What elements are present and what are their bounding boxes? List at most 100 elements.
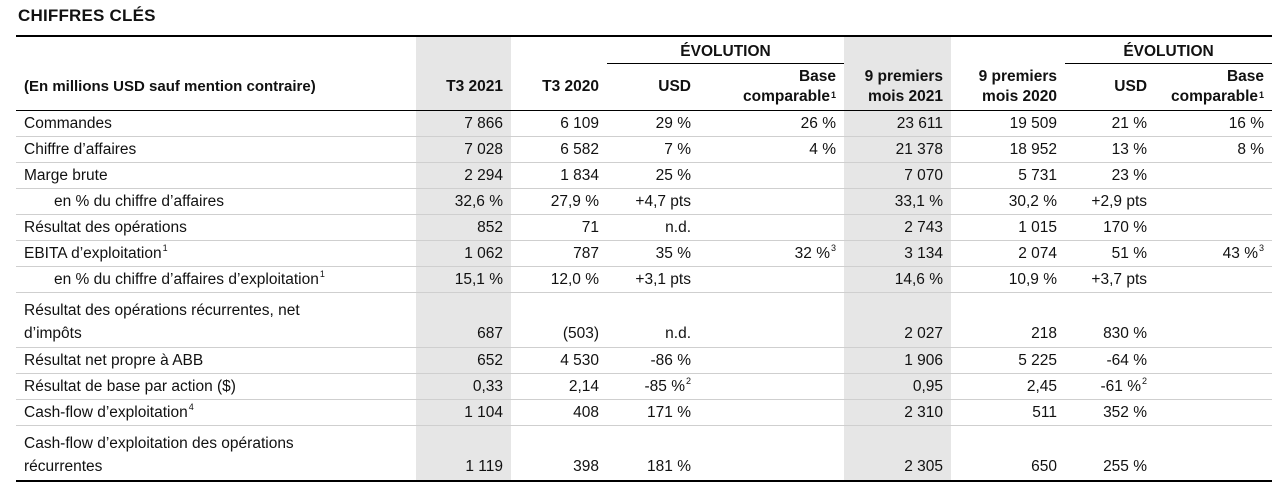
cell-comp: 26 %: [699, 110, 845, 137]
table-row: en % du chiffre d’affaires d’exploitatio…: [16, 266, 1273, 293]
table-row: Résultat des opérations 852 71 n.d. 2 743 1 0…: [16, 214, 1273, 241]
cell-comp2: [1155, 266, 1273, 293]
col-usd-q3: USD: [607, 63, 699, 111]
cell-usd2: 13 %: [1065, 136, 1156, 163]
cell-m9-2020: 218: [951, 292, 1066, 348]
cell-usd2: 51 %: [1065, 240, 1156, 267]
table-row: Cash-flow d’exploitation4 1 104 408 171 % 2 …: [16, 399, 1273, 426]
cell-comp: 32 %3: [699, 240, 845, 267]
row-label: Cash-flow d’exploitation4: [16, 399, 416, 426]
cell-m9-2021: 1 906: [844, 347, 952, 374]
cell-m9-2021: 2 743: [844, 214, 952, 241]
col-9m-2021: 9 premiers mois 2021: [844, 63, 952, 111]
cell-usd: -86 %: [607, 347, 699, 374]
cell-usd2: 23 %: [1065, 162, 1156, 189]
row-label: Cash-flow d’exploitation des opérations r…: [24, 435, 294, 475]
cell-comp: [699, 426, 844, 482]
row-label: Résultat de base par action ($): [16, 373, 416, 400]
cell-q3-2020: 4 530: [511, 347, 607, 374]
cell-m9-2021: 2 027: [844, 292, 952, 348]
table-row: Chiffre d’affaires 7 028 6 582 7 % 4 % 21 378…: [16, 136, 1273, 163]
table-row: Résultat net propre à ABB 652 4 530 -86 % 1 …: [16, 347, 1273, 374]
cell-usd2: 830 %: [1065, 292, 1156, 348]
page-title: CHIFFRES CLÉS: [18, 6, 156, 25]
cell-m9-2020: 511: [951, 399, 1066, 426]
unit-note: (En millions USD sauf mention contraire): [16, 63, 416, 111]
cell-m9-2021: 21 378: [844, 136, 952, 163]
cell-comp2: [1155, 373, 1273, 400]
cell-comp2: [1155, 162, 1273, 189]
col-9m-2020: 9 premiers mois 2020: [951, 63, 1066, 111]
cell-usd2: +2,9 pts: [1065, 188, 1156, 215]
row-label: en % du chiffre d’affaires d’exploitatio…: [16, 266, 416, 293]
cell-comp2: 16 %: [1155, 110, 1273, 137]
cell-m9-2020: 650: [1031, 458, 1058, 475]
row-label: EBITA d’exploitation1: [16, 240, 416, 267]
cell-q3-2020: 27,9 %: [511, 188, 607, 215]
cell-usd2: 21 %: [1065, 110, 1156, 137]
cell-m9-2020: 10,9 %: [951, 266, 1066, 293]
evolution-q3-header: ÉVOLUTION: [607, 36, 845, 64]
cell-q3-2020: 6 582: [511, 136, 607, 163]
cell-m9-2021: 3 134: [844, 240, 952, 267]
evolution-9m-header: ÉVOLUTION: [1065, 36, 1273, 64]
cell-usd2: -61 %2: [1065, 373, 1156, 400]
cell-q3-2020: (503): [511, 292, 607, 348]
cell-comp: [699, 162, 845, 189]
cell-usd: 25 %: [607, 162, 699, 189]
cell-m9-2021: 23 611: [844, 110, 952, 137]
table-row: EBITA d’exploitation1 1 062 787 35 % 32 %3 3 …: [16, 240, 1273, 267]
cell-q3-2020: 71: [511, 214, 607, 241]
cell-comp2: [1155, 292, 1273, 348]
cell-q3-2021: 15,1 %: [416, 266, 511, 293]
cell-usd: -85 %2: [607, 373, 699, 400]
cell-q3-2021: 2 294: [416, 162, 511, 189]
col-usd-9m: USD: [1065, 63, 1156, 111]
cell-usd2: -64 %: [1065, 347, 1156, 374]
cell-comp: [699, 292, 845, 348]
cell-m9-2020: 5 225: [951, 347, 1066, 374]
cell-q3-2021: 0,33: [416, 373, 511, 400]
cell-comp: [699, 214, 845, 241]
cell-q3-2020: 2,14: [511, 373, 607, 400]
cell-q3-2021: 1 119: [416, 425, 511, 481]
row-label: Chiffre d’affaires: [16, 136, 416, 163]
cell-comp: [699, 347, 845, 374]
cell-usd2: +3,7 pts: [1065, 266, 1156, 293]
cell-comp2: [1155, 399, 1273, 426]
cell-usd: 35 %: [607, 240, 699, 267]
cell-q3-2021: 852: [416, 214, 511, 241]
cell-m9-2021: 7 070: [844, 162, 952, 189]
cell-comp: [699, 399, 845, 426]
cell-comp: [699, 373, 845, 400]
cell-m9-2020: 2 074: [951, 240, 1066, 267]
cell-usd: n.d.: [607, 292, 699, 348]
cell-comp2: [1155, 188, 1273, 215]
table-row: Marge brute 2 294 1 834 25 % 7 070 5 731 23 %: [16, 162, 1273, 189]
cell-q3-2021: 652: [416, 347, 511, 374]
cell-m9-2020: 1 015: [951, 214, 1066, 241]
cell-q3-2020: 787: [511, 240, 607, 267]
cell-q3-2021: 1 062: [416, 240, 511, 267]
col-q3-2020: T3 2020: [511, 63, 607, 111]
cell-m9-2020: 5 731: [951, 162, 1066, 189]
cell-usd2: 255 %: [1103, 458, 1148, 475]
cell-usd: +4,7 pts: [607, 188, 699, 215]
cell-usd: 181 %: [647, 458, 691, 475]
cell-comp2: [1155, 426, 1272, 482]
cell-q3-2020: 12,0 %: [511, 266, 607, 293]
cell-usd: +3,1 pts: [607, 266, 699, 293]
cell-m9-2020: 30,2 %: [951, 188, 1066, 215]
table-row: Résultat des opérations récurrentes, net…: [16, 292, 1273, 348]
col-q3-2021: T3 2021: [416, 63, 511, 111]
cell-comp: 4 %: [699, 136, 845, 163]
cell-q3-2020: 6 109: [511, 110, 607, 137]
col-comparable-q3: Base comparable1: [699, 63, 845, 111]
row-label: Résultat des opérations: [16, 214, 416, 241]
cell-m9-2021: 0,95: [844, 373, 952, 400]
col-comparable-9m: Base comparable1: [1155, 63, 1273, 111]
column-header-row: (En millions USD sauf mention contraire)…: [16, 63, 1273, 111]
row-label: Commandes: [16, 110, 416, 137]
cell-q3-2021: 687: [416, 292, 511, 348]
cell-m9-2021: 2 310: [844, 399, 952, 426]
